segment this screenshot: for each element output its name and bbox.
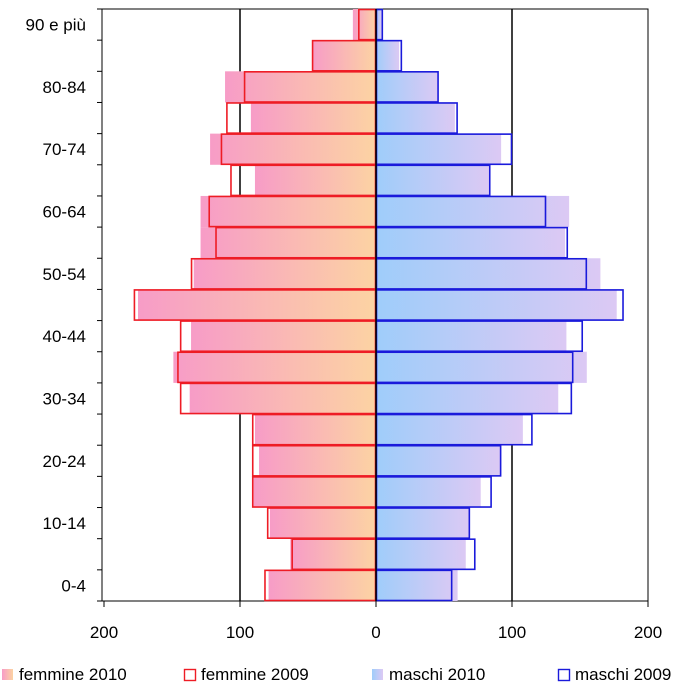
male-2010-bar-0-4 — [376, 569, 458, 601]
x-tick-label: 200 — [90, 623, 118, 642]
legend-label: maschi 2009 — [575, 665, 671, 684]
female-2010-bar-15-19 — [253, 476, 376, 508]
female-2010-bar-5-9 — [290, 538, 376, 570]
legend-swatch — [2, 669, 13, 680]
x-tick-label: 200 — [634, 623, 662, 642]
male-2010-bar-90 e più — [376, 9, 382, 41]
male-2010-bar-75-79 — [376, 102, 455, 134]
female-2010-bar-55-59 — [200, 227, 376, 259]
filled-bars — [138, 9, 617, 601]
male-2010-bar-25-29 — [376, 414, 523, 446]
male-2010-bar-60-64 — [376, 195, 570, 228]
female-2010-bar-0-4 — [268, 569, 376, 601]
male-2010-bar-40-44 — [376, 320, 567, 352]
legend: femmine 2010 femmine 2009 maschi 2010 masch… — [2, 665, 671, 684]
legend-label: maschi 2010 — [389, 665, 485, 684]
male-2010-bar-70-74 — [376, 133, 502, 165]
female-2010-bar-40-44 — [191, 320, 376, 352]
female-2010-bar-70-74 — [210, 133, 376, 165]
legend-swatch — [372, 669, 383, 680]
female-2010-bar-65-69 — [254, 164, 376, 196]
y-tick-label: 10-14 — [43, 514, 86, 533]
y-tick-label: 90 e più — [26, 16, 87, 35]
female-2010-bar-10-14 — [269, 507, 376, 539]
x-tick-label: 0 — [371, 623, 380, 642]
male-2010-bar-50-54 — [376, 258, 601, 290]
y-tick-label: 70-74 — [43, 140, 86, 159]
female-2010-bar-20-24 — [259, 445, 376, 477]
male-2010-bar-80-84 — [376, 71, 439, 103]
x-tick-label: 100 — [498, 623, 526, 642]
male-2010-bar-55-59 — [376, 227, 566, 259]
female-2010-bar-75-79 — [250, 102, 376, 134]
y-tick-label: 50-54 — [43, 265, 86, 284]
y-tick-label: 0-4 — [61, 576, 86, 595]
female-2010-bar-85-89 — [312, 40, 376, 72]
female-2010-bar-90 e più — [352, 9, 376, 41]
y-tick-label: 20-24 — [43, 452, 86, 471]
male-2010-bar-20-24 — [376, 445, 502, 477]
male-2010-bar-85-89 — [376, 40, 400, 72]
y-tick-labels: 0-4 10-14 20-24 30-34 40-44 50-54 60-64 70-74 80… — [26, 16, 87, 596]
legend-label: femmine 2009 — [201, 665, 309, 684]
female-2010-bar-45-49 — [138, 289, 376, 321]
male-2010-bar-45-49 — [376, 289, 617, 321]
legend-swatch — [557, 668, 571, 682]
male-2010-bar-10-14 — [376, 507, 470, 539]
y-tick-label: 60-64 — [43, 203, 86, 222]
y-tick-label: 80-84 — [43, 78, 86, 97]
female-2010-bar-50-54 — [193, 258, 376, 290]
male-2010-bar-5-9 — [376, 538, 466, 570]
male-2010-bar-30-34 — [376, 382, 559, 415]
female-2010-bar-35-39 — [173, 351, 376, 383]
male-2010-bar-65-69 — [376, 164, 489, 196]
x-tick-labels: 200 100 0 100 200 — [90, 623, 662, 642]
female-2010-bar-30-34 — [189, 382, 376, 415]
axes — [97, 8, 649, 607]
female-2010-bar-80-84 — [225, 71, 376, 103]
male-2010-bar-35-39 — [376, 351, 587, 383]
female-2010-bar-60-64 — [200, 195, 376, 228]
legend-label: femmine 2010 — [19, 665, 127, 684]
x-tick-label: 100 — [226, 623, 254, 642]
male-2010-bar-15-19 — [376, 476, 481, 508]
legend-swatch — [183, 668, 197, 682]
y-tick-label: 30-34 — [43, 389, 86, 408]
y-tick-label: 40-44 — [43, 327, 86, 346]
female-2010-bar-25-29 — [254, 414, 376, 446]
